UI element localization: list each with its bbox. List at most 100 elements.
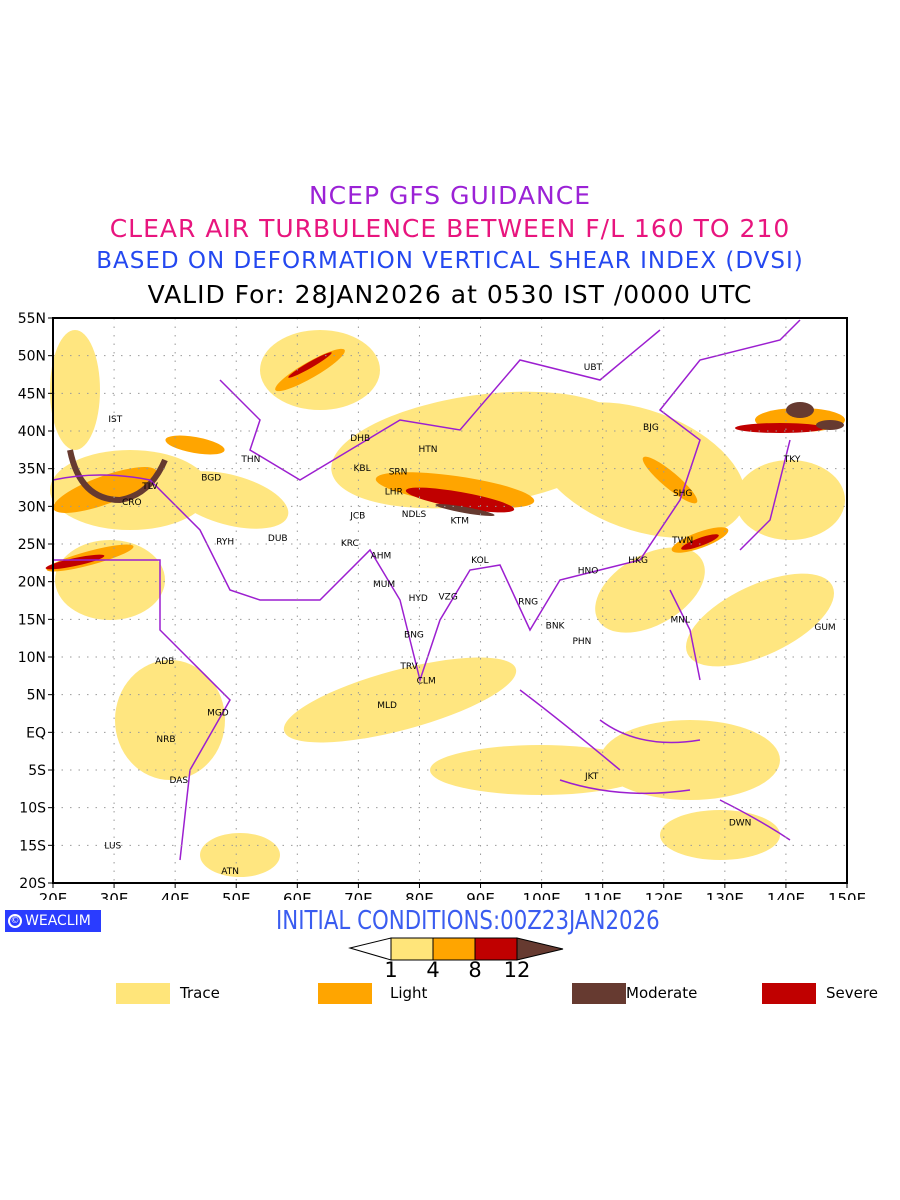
lon-tick-label: 70E <box>344 890 373 900</box>
station-label: DAS <box>169 776 188 786</box>
station-label: THN <box>240 455 260 465</box>
station-label: BNK <box>546 621 566 631</box>
country-borders <box>52 319 801 861</box>
colorbar <box>348 937 564 961</box>
lat-tick-label: 40N <box>18 424 46 440</box>
station-label: HNO <box>578 566 599 576</box>
station-label: TWN <box>671 536 693 546</box>
colorbar-below-triangle <box>348 937 392 961</box>
lat-tick-label: 5S <box>28 763 46 779</box>
lat-tick-label: 5N <box>27 688 46 704</box>
title-product: CLEAR AIR TURBULENCE BETWEEN F/L 160 TO … <box>109 214 791 243</box>
station-label: KOL <box>471 556 489 566</box>
station-label: LHR <box>385 487 403 497</box>
station-label: JKT <box>584 772 599 782</box>
lon-tick-label: 130E <box>706 890 744 900</box>
lon-tick-label: 20E <box>39 890 68 900</box>
station-label: ADB <box>155 657 174 667</box>
legend-swatch-light <box>318 983 372 1004</box>
lat-tick-label: 15N <box>18 612 46 628</box>
station-label: SHG <box>673 489 692 499</box>
lon-tick-label: 50E <box>222 890 251 900</box>
initial-conditions: INITIAL CONDITIONS:00Z23JAN2026 <box>276 906 660 936</box>
station-label: TLV <box>141 482 159 492</box>
lat-tick-label: 50N <box>18 349 46 365</box>
lat-tick-label: 25N <box>18 537 46 553</box>
title-method: BASED ON DEFORMATION VERTICAL SHEAR INDE… <box>96 248 804 274</box>
lon-tick-label: 30E <box>100 890 129 900</box>
colorbar-label: 12 <box>503 958 531 982</box>
lat-tick-label: 55N <box>18 311 46 327</box>
lon-tick-label: 120E <box>645 890 683 900</box>
station-label: MUM <box>373 580 395 590</box>
colorbar-label: 1 <box>384 958 398 982</box>
lon-tick-label: 40E <box>161 890 190 900</box>
station-label: ATN <box>221 867 239 877</box>
station-label: DWN <box>729 819 752 829</box>
lon-tick-label: 80E <box>405 890 434 900</box>
badge-label: WEACLIM <box>25 913 91 929</box>
copyright-icon: © <box>8 914 22 928</box>
legend-swatch-trace <box>116 983 170 1004</box>
colorbar-light-box <box>432 937 476 961</box>
lat-tick-label: 15S <box>19 838 46 854</box>
legend-label-severe: Severe <box>826 984 878 1002</box>
station-label: CLM <box>417 676 436 686</box>
legend-label-trace: Trace <box>180 984 220 1002</box>
lat-tick-label: 45N <box>18 386 46 402</box>
lat-tick-label: 10N <box>18 650 46 666</box>
lat-tick-label: 20S <box>19 876 46 892</box>
title-valid-time: VALID For: 28JAN2026 at 0530 IST /0000 U… <box>147 280 753 309</box>
colorbar-moderate-triangle <box>516 937 564 961</box>
colorbar-severe-box <box>474 937 518 961</box>
station-label: HKG <box>628 556 648 566</box>
station-label: PHN <box>572 637 591 647</box>
weaclim-badge: © WEACLIM <box>5 910 101 932</box>
station-label: BGD <box>201 474 221 484</box>
station-label: DHB <box>350 434 370 444</box>
lon-tick-label: 110E <box>584 890 622 900</box>
legend-swatch-moderate <box>572 983 626 1004</box>
station-label: HTN <box>419 445 438 455</box>
station-label: KTM <box>451 517 469 527</box>
axis-ticks: 20E 30E 40E 50E 60E 70E 80E 90E 100E 110E 120E 130E… <box>18 311 866 900</box>
station-label: SRN <box>389 468 408 478</box>
station-label: MLD <box>377 701 397 711</box>
station-label: HYD <box>409 594 428 604</box>
colorbar-label: 8 <box>468 958 482 982</box>
title-guidance: NCEP GFS GUIDANCE <box>308 181 591 210</box>
station-label: TKY <box>783 455 801 465</box>
station-label: JCB <box>349 511 365 521</box>
legend-label-light: Light <box>390 984 428 1002</box>
lon-tick-label: 150E <box>828 890 866 900</box>
lat-tick-label: 35N <box>18 462 46 478</box>
station-label: CRO <box>122 498 142 508</box>
colorbar-trace-box <box>390 937 434 961</box>
station-label: BJG <box>643 423 659 433</box>
station-label: IST <box>108 415 122 425</box>
station-label: MNL <box>671 615 691 625</box>
legend-swatch-severe <box>762 983 816 1004</box>
lon-tick-label: 140E <box>767 890 805 900</box>
station-label: KRC <box>341 539 359 549</box>
lon-tick-label: 60E <box>283 890 312 900</box>
lat-tick-label: EQ <box>26 725 46 741</box>
station-labels: IST TLV CRO BGD THN DHB KBL SRN LHR NDLS KTM JCB KRC… <box>104 363 835 877</box>
legend-label-moderate: Moderate <box>626 984 698 1002</box>
station-label: BNG <box>404 630 424 640</box>
colorbar-label: 4 <box>426 958 440 982</box>
station-label: TRV <box>399 662 418 672</box>
station-label: NRB <box>156 735 175 745</box>
station-label: DUB <box>268 534 288 544</box>
station-label: VZG <box>439 593 458 603</box>
turbulence-fields <box>45 330 845 877</box>
lat-tick-label: 30N <box>18 499 46 515</box>
station-label: UBT <box>584 363 603 373</box>
station-label: RNG <box>518 597 538 607</box>
lat-tick-label: 10S <box>19 801 46 817</box>
station-label: LUS <box>104 841 121 851</box>
lon-tick-label: 90E <box>466 890 495 900</box>
lat-tick-label: 20N <box>18 575 46 591</box>
station-label: RYH <box>216 538 234 548</box>
station-label: AHM <box>371 551 392 561</box>
